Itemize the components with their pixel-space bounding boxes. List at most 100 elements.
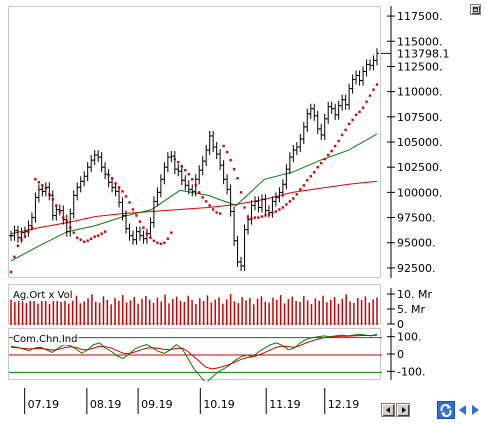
price-candle <box>350 74 355 94</box>
price-candle <box>117 186 122 208</box>
refresh-icon <box>440 404 452 417</box>
price-candle <box>183 175 188 191</box>
price-candle <box>340 94 345 111</box>
moving-average-line <box>10 180 378 235</box>
sar-dot <box>274 210 278 213</box>
sar-dot <box>198 191 201 194</box>
sar-dot <box>159 242 163 245</box>
maximize-icon <box>473 7 478 12</box>
sar-dot <box>27 230 30 233</box>
price-candle <box>263 194 268 216</box>
sar-dot <box>149 236 152 239</box>
sar-dot <box>114 182 117 185</box>
sar-dot <box>72 231 75 234</box>
price-tick-label: 102500. <box>397 161 443 174</box>
sar-dot <box>232 167 236 171</box>
month-label: 08.19 <box>90 398 122 411</box>
sar-dot <box>166 237 170 240</box>
sar-dot <box>351 118 354 122</box>
nav-left-button[interactable] <box>458 402 468 418</box>
price-tick-label: 117500. <box>397 10 443 23</box>
sar-dot <box>37 181 41 184</box>
sar-dot <box>337 139 340 143</box>
price-candle <box>190 184 195 197</box>
sar-dot <box>354 113 358 116</box>
sar-dot <box>215 211 218 214</box>
sar-dot <box>239 191 243 194</box>
price-candle <box>364 59 369 77</box>
volume-tick-label: 5. Mr <box>397 303 425 316</box>
sar-dot <box>309 175 312 178</box>
sar-dot <box>23 235 27 238</box>
sar-dot <box>124 195 128 198</box>
maximize-button[interactable] <box>470 4 481 15</box>
sar-dot <box>257 216 260 219</box>
price-candle <box>179 166 184 186</box>
price-candle <box>287 152 292 175</box>
sar-dot <box>107 174 110 177</box>
price-candle <box>200 156 205 176</box>
month-label: 10.19 <box>203 398 235 411</box>
sar-dot <box>83 240 86 243</box>
sar-dot <box>121 190 124 193</box>
price-candle <box>235 235 240 267</box>
price-candle <box>64 214 69 237</box>
price-candle <box>371 55 376 71</box>
sar-dot <box>253 216 257 219</box>
price-candle <box>326 101 331 124</box>
volume-chart <box>10 294 378 325</box>
price-candle <box>361 66 366 86</box>
volume-axis: 10. Mr 5. Mr 0 <box>387 288 432 328</box>
price-candle <box>33 192 38 223</box>
scroll-left-button[interactable] <box>381 403 395 417</box>
sar-dot <box>170 231 173 234</box>
volume-tick-label: 0 <box>397 318 404 328</box>
nav-right-button[interactable] <box>470 402 480 418</box>
sar-dot <box>208 204 211 207</box>
sar-dot <box>103 230 107 233</box>
scroll-right-button[interactable] <box>396 403 410 417</box>
price-candle <box>36 184 41 203</box>
sar-dot <box>86 239 89 242</box>
price-candle <box>375 48 379 66</box>
moving-average-line <box>10 133 378 262</box>
price-candle <box>134 226 139 245</box>
price-candle <box>322 113 327 140</box>
price-tick-label: 95000. <box>397 237 436 250</box>
price-candle <box>284 164 289 190</box>
sar-dot <box>163 241 166 244</box>
price-candle <box>211 130 216 153</box>
time-axis: 07.19 08.19 09.19 10.19 11.19 12.19 <box>24 388 359 414</box>
sar-dot <box>117 186 121 189</box>
price-tick-label: 107500. <box>397 111 443 124</box>
volume-tick-label: 10. Mr <box>397 288 432 301</box>
sar-dot <box>292 197 295 200</box>
sar-dot <box>218 212 222 215</box>
sar-dot <box>9 270 13 274</box>
sar-dot <box>55 204 58 207</box>
refresh-button[interactable] <box>437 401 455 419</box>
sar-dot <box>358 110 361 113</box>
price-candle <box>176 164 181 177</box>
oscillator-tick-label: 100. <box>397 331 422 344</box>
oscillator-axis: 100. 0 -100. <box>387 328 425 380</box>
last-price-label: 113798.1 <box>397 47 450 60</box>
price-candle <box>253 196 257 211</box>
price-candle <box>78 176 83 193</box>
price-candle <box>207 130 212 156</box>
sar-dot <box>48 193 51 196</box>
price-candle <box>141 230 146 244</box>
price-candle <box>315 110 320 134</box>
sar-dot <box>135 214 138 217</box>
price-axis: 117500. 115000. 112500. 110000. 107500. 10500… <box>381 6 450 278</box>
price-tick-label: 92500. <box>397 262 436 275</box>
volume-label: Ag.Ort x Vol <box>13 290 73 301</box>
price-candle <box>148 217 153 239</box>
sar-dot <box>260 215 264 218</box>
sar-dot <box>51 198 55 201</box>
sar-dot <box>79 238 82 241</box>
sar-dot <box>285 203 288 206</box>
price-candle <box>85 162 90 182</box>
price-candle <box>232 206 237 246</box>
scroll-right-icon <box>402 407 406 413</box>
